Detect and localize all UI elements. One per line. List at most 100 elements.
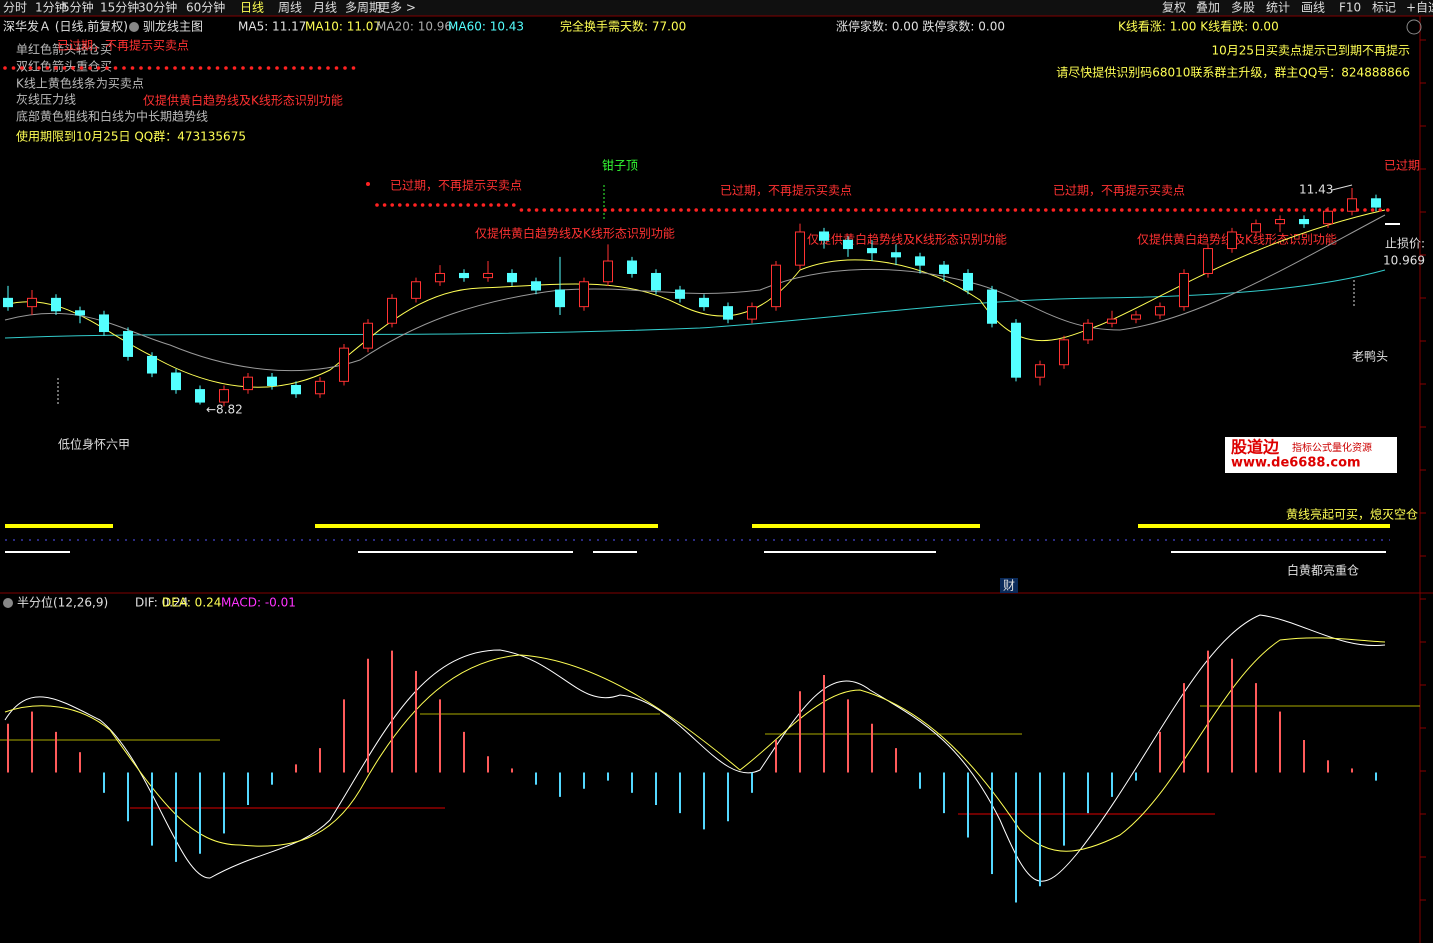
- signal-dot: [1066, 208, 1071, 212]
- signal-dot: [869, 208, 873, 212]
- signal-dot: [1051, 208, 1056, 212]
- signal-dot: [1241, 208, 1246, 212]
- candle-body: [1083, 322, 1093, 341]
- high-label: 11.43: [1299, 183, 1333, 197]
- signal-dot: [351, 66, 356, 70]
- tool-button[interactable]: F10: [1339, 1, 1361, 15]
- cai-button[interactable]: 财: [1003, 579, 1015, 593]
- signal-dot: [1218, 208, 1223, 212]
- candle-body: [891, 252, 901, 258]
- tab[interactable]: 分时: [3, 1, 27, 15]
- tab[interactable]: 月线: [313, 1, 337, 15]
- logo-bg: [1225, 437, 1397, 473]
- signal-dot: [816, 208, 820, 212]
- signal-dot: [28, 66, 33, 70]
- signal-dot: [428, 203, 433, 207]
- low-label: ←8.82: [206, 403, 243, 417]
- candle-body: [723, 306, 733, 320]
- note: 双红色箭头重仓买: [16, 59, 112, 74]
- tab[interactable]: 15分钟: [100, 0, 139, 15]
- signal-dot: [1378, 208, 1382, 212]
- limited-note: 仅提供黄白趋势线及K线形态识别功能: [475, 226, 675, 241]
- tab[interactable]: 周线: [278, 1, 302, 15]
- signal-dot: [139, 66, 143, 70]
- candle-body: [315, 380, 325, 395]
- signal-dot: [694, 208, 698, 212]
- signal-dot: [54, 66, 58, 70]
- candle-body: [27, 297, 37, 308]
- tool-button[interactable]: +自选: [1406, 1, 1433, 15]
- signal-dot: [975, 208, 980, 212]
- signal-dot: [1188, 208, 1192, 212]
- tool-button[interactable]: 多股: [1231, 1, 1255, 15]
- candle-body: [243, 376, 253, 391]
- signal-dot: [1340, 208, 1344, 212]
- tab[interactable]: 更多 >: [378, 1, 416, 15]
- candle-body: [1059, 339, 1069, 366]
- pattern-label: 低位身怀六甲: [58, 437, 130, 452]
- signal-dot: [686, 208, 691, 212]
- signal-dot: [512, 203, 516, 207]
- signal-dot: [785, 208, 790, 212]
- candle-body: [867, 248, 877, 254]
- tool-button[interactable]: 标记: [1372, 1, 1396, 15]
- notice: 请尽快提供识别码68010联系群主升级，群主QQ号：824888866: [1056, 65, 1410, 80]
- cai-bg[interactable]: [1000, 578, 1018, 593]
- tool-button[interactable]: 复权: [1162, 1, 1186, 15]
- signal-dot: [641, 208, 645, 212]
- tab[interactable]: 多周期: [345, 1, 381, 15]
- tab[interactable]: 30分钟: [138, 0, 177, 15]
- candle-body: [267, 376, 277, 386]
- signal-dot: [71, 66, 75, 70]
- signal-dot: [679, 208, 683, 212]
- tab[interactable]: 日线: [240, 1, 264, 15]
- signal-dot: [130, 66, 135, 70]
- signal-dot: [808, 208, 812, 212]
- ma60: MA60: 10.43: [448, 20, 524, 34]
- tab[interactable]: 60分钟: [186, 0, 225, 15]
- signal-dot: [732, 208, 736, 212]
- signal-dot: [793, 208, 797, 212]
- signal-dot: [198, 66, 203, 70]
- tool-button[interactable]: 叠加: [1196, 1, 1220, 15]
- signal-dot: [249, 66, 254, 70]
- tab[interactable]: 5分钟: [62, 0, 94, 15]
- signal-dot: [241, 66, 245, 70]
- candle-body: [435, 272, 445, 283]
- signal-dot: [1256, 208, 1261, 212]
- signal-dot: [3, 66, 7, 70]
- close-button[interactable]: [1406, 19, 1422, 35]
- signal-dot: [215, 66, 220, 70]
- signal-dot: [1203, 208, 1208, 212]
- signal-dot: [1310, 208, 1314, 212]
- signal-dot: [1082, 208, 1086, 212]
- logo-url: www.de6688.com: [1231, 456, 1361, 471]
- signal-dot: [846, 208, 850, 212]
- tool-button[interactable]: 统计: [1266, 1, 1290, 15]
- ma-line: [4, 269, 1386, 339]
- candle-body: [819, 231, 829, 241]
- signal-dot: [588, 208, 592, 212]
- signal-dot: [1302, 208, 1306, 212]
- signal-dot: [20, 66, 24, 70]
- candle-body: [963, 272, 973, 291]
- tool-button[interactable]: 画线: [1301, 1, 1325, 15]
- candle-body: [75, 310, 85, 316]
- signal-dot: [983, 208, 987, 212]
- candle-body: [99, 314, 109, 333]
- signal-dot: [1279, 208, 1284, 212]
- candle-body: [603, 260, 613, 283]
- candle-body: [795, 231, 805, 266]
- signal-dot: [1173, 208, 1177, 212]
- expired-note: 已过期，不再提示买卖点: [57, 38, 189, 53]
- signal-dot: [443, 203, 448, 207]
- tab[interactable]: 1分钟: [35, 0, 67, 15]
- signal-dot: [823, 208, 828, 212]
- signal-dot: [504, 203, 509, 207]
- signal-dot: [1028, 208, 1033, 212]
- signal-dot: [147, 66, 152, 70]
- signal-dot: [960, 208, 964, 212]
- icon: [129, 22, 139, 32]
- candle-body: [699, 297, 709, 308]
